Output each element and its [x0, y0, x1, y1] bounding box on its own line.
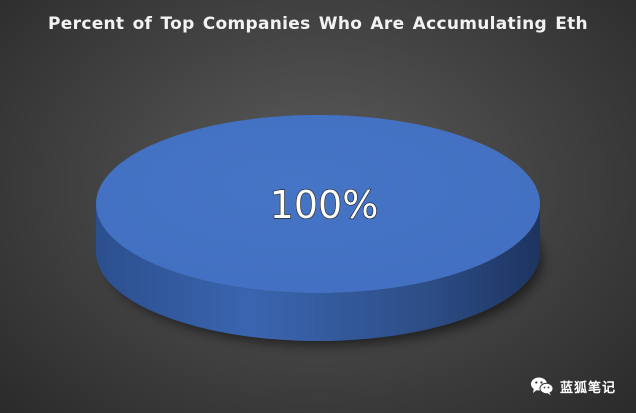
- watermark: 蓝狐笔记: [530, 375, 616, 397]
- pie-slice-top-shade-0: [96, 115, 540, 293]
- pie-data-label-0: 100%: [270, 183, 379, 227]
- watermark-text: 蓝狐笔记: [559, 380, 616, 396]
- wechat-icon: [530, 377, 554, 396]
- pie-slice-side-0: [96, 204, 540, 341]
- chart-title: Percent of Top Companies Who Are Accumul…: [48, 14, 588, 34]
